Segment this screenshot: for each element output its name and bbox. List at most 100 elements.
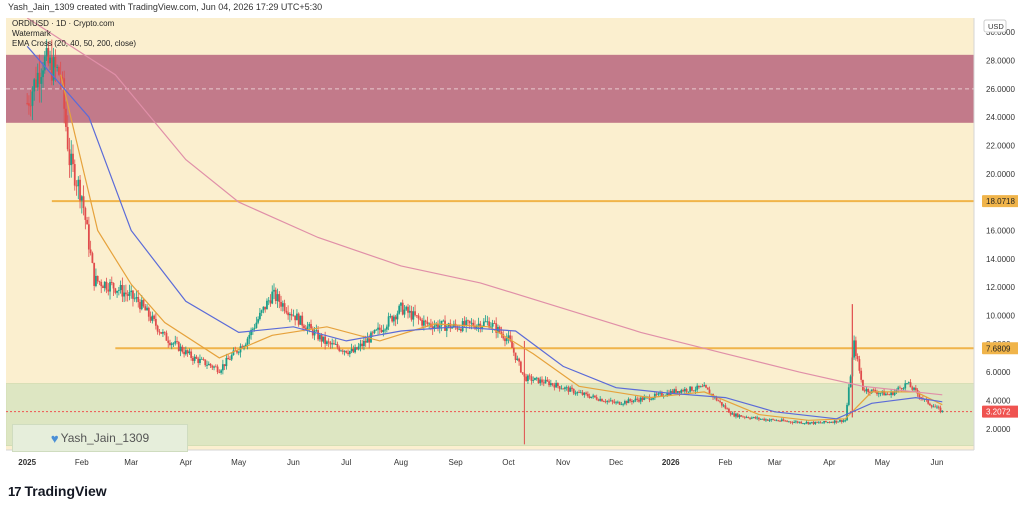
candle-body (650, 399, 653, 401)
candle-body (465, 320, 468, 326)
candle-body (749, 418, 751, 419)
candle-body (627, 399, 630, 404)
candle-body (267, 300, 270, 302)
candle-body (326, 341, 328, 344)
candle-body (84, 208, 87, 220)
x-tick-label: Sep (449, 458, 464, 467)
candle-body (262, 306, 265, 311)
candle-body (135, 297, 138, 299)
y-tick-label: 22.0000 (986, 141, 1015, 150)
candle-body (546, 379, 549, 382)
candle-body (731, 413, 734, 415)
price-tag-label: 18.0718 (986, 197, 1015, 206)
candle-body (592, 395, 595, 397)
candle-body (73, 164, 76, 186)
candle-body (482, 321, 485, 327)
candle-body (253, 327, 256, 329)
candle-body (433, 325, 436, 329)
candle-body (779, 420, 781, 422)
candle-body (121, 284, 124, 297)
chart-credit: Yash_Jain_1309 created with TradingView.… (8, 2, 323, 12)
candle-body (846, 404, 848, 421)
candle-body (112, 282, 115, 289)
candle-body (893, 391, 896, 395)
candle-body (26, 102, 29, 104)
candle-body (393, 316, 395, 322)
candle-body (558, 386, 561, 389)
candle-body (823, 421, 826, 423)
candle-body (578, 392, 580, 393)
candle-body (320, 334, 323, 342)
candle-body (673, 389, 676, 394)
candle-body (65, 108, 67, 127)
x-tick-label: Dec (609, 458, 623, 467)
candle-body (377, 327, 379, 330)
candle-body (631, 400, 633, 402)
candle-body (615, 402, 617, 404)
candle-body (525, 376, 528, 382)
candle-body (648, 396, 651, 400)
price-chart[interactable]: 2025 Feb Mar Apr May Jun Jul Aug Sep Oct Nov Dec 202… (5, 17, 1020, 472)
ema-line (26, 45, 943, 420)
candle-body (571, 387, 573, 389)
candle-body (620, 404, 623, 406)
candle-body (257, 319, 260, 323)
candle-body (856, 355, 859, 360)
candle-body (199, 359, 201, 363)
candle-body (657, 393, 660, 395)
candle-body (802, 423, 804, 425)
candle-body (407, 306, 409, 313)
candle-body (800, 421, 803, 424)
candle-body (625, 401, 628, 404)
candle-body (733, 413, 736, 417)
candle-body (373, 330, 376, 333)
candle-body (564, 387, 566, 389)
candle-body (569, 387, 572, 392)
candle-body (174, 341, 177, 344)
candle-body (809, 422, 811, 424)
candle-body (860, 370, 863, 380)
candle-body (680, 390, 683, 393)
candle-body (361, 343, 364, 347)
candle-body (757, 417, 760, 420)
candle-body (271, 291, 274, 304)
candle-body (661, 392, 663, 397)
candle-body (899, 387, 901, 389)
candle-body (197, 358, 200, 363)
candle-body (415, 315, 418, 317)
candle-body (920, 397, 923, 399)
candle-body (579, 392, 582, 394)
tradingview-logo[interactable]: 17 TradingView (8, 483, 107, 499)
candle-body (636, 398, 639, 400)
candle-body (460, 328, 462, 332)
candle-body (687, 391, 690, 393)
candle-body (932, 406, 935, 408)
candle-body (241, 346, 244, 349)
candle-body (378, 327, 381, 330)
candle-body (761, 418, 764, 420)
candle-body (116, 290, 118, 293)
candle-body (154, 318, 157, 326)
candle-body (613, 401, 616, 403)
candle-body (900, 388, 903, 390)
candle-body (132, 290, 134, 299)
candle-body (403, 309, 406, 315)
candle-body (119, 284, 122, 291)
candle-body (907, 382, 910, 384)
candle-body (200, 358, 203, 360)
candle-body (632, 400, 635, 402)
candle-body (195, 356, 198, 359)
candle-body (445, 326, 448, 331)
candle-body (549, 383, 552, 386)
candle-body (701, 386, 704, 388)
candle-body (308, 324, 311, 327)
candle-body (699, 386, 702, 388)
candle-body (877, 393, 880, 395)
candle-body (385, 326, 388, 330)
candle-body (206, 365, 208, 366)
candle-body (759, 419, 762, 420)
candle-body (338, 347, 341, 351)
candle-body (345, 350, 348, 353)
candle-body (696, 385, 699, 390)
candle-body (303, 325, 305, 329)
